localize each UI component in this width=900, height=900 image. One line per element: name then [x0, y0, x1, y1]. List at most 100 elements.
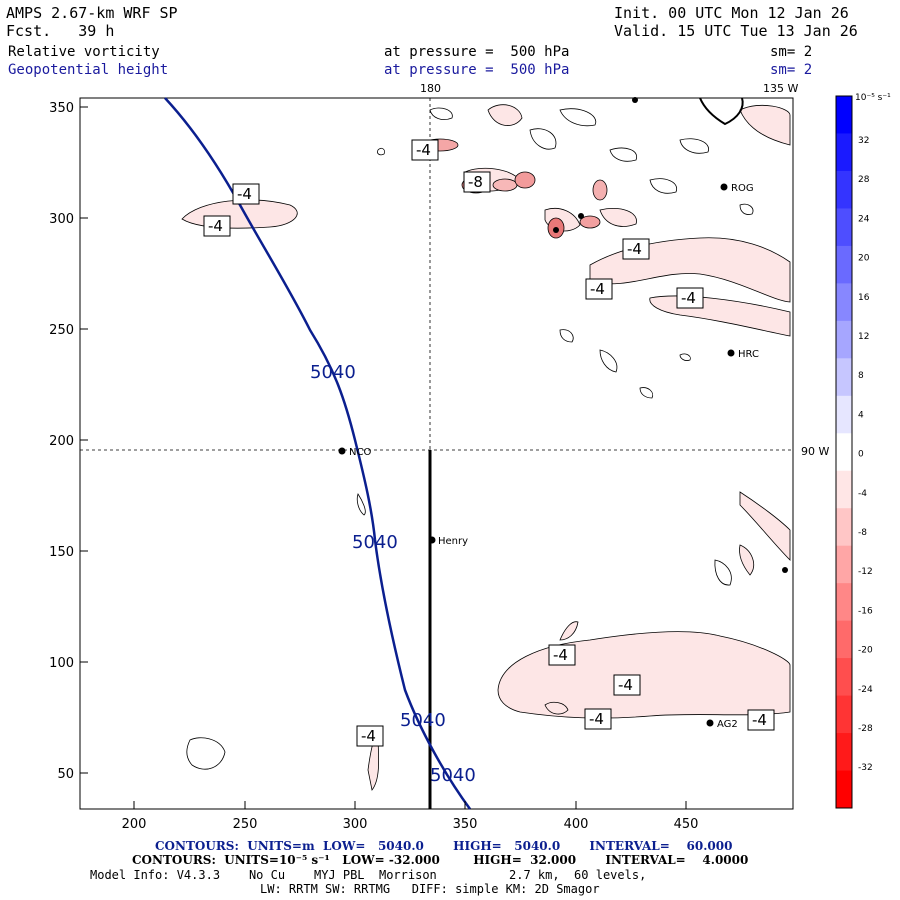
svg-text:-4: -4: [752, 711, 767, 729]
vorticity-label-extra: -4: [356, 725, 384, 747]
x-tick-450: 450: [674, 817, 699, 832]
colorbar-swatch: [836, 770, 852, 809]
valid-time: Valid. 15 UTC Tue 13 Jan 26: [614, 22, 858, 40]
field1-label: Relative vorticity: [8, 44, 160, 60]
svg-text:-4: -4: [589, 710, 604, 728]
y-tick-100: 100: [49, 656, 74, 671]
station-hrc: HRC: [727, 349, 759, 360]
colorbar-swatch: [836, 695, 852, 734]
smooth1-label: sm= 2: [770, 44, 813, 60]
colorbar-label: -32: [858, 763, 873, 773]
y-axis: 350 300 250 200 150 100 50: [49, 101, 88, 782]
colorbar-swatch: [836, 733, 852, 772]
svg-text:-4: -4: [590, 280, 605, 298]
height-label-1: 5040: [310, 362, 356, 383]
height-label-3: 5040: [400, 710, 446, 731]
pressure2-label: at pressure = 500 hPa: [384, 62, 570, 78]
colorbar-label: 28: [858, 175, 870, 185]
lon-180-label: 180: [420, 82, 441, 95]
colorbar-label: 0: [858, 450, 864, 460]
svg-text:Henry: Henry: [438, 536, 468, 547]
colorbar-label: -24: [858, 685, 873, 695]
colorbar-label: -28: [858, 724, 873, 734]
colorbar-swatch: [836, 283, 852, 322]
init-time: Init. 00 UTC Mon 12 Jan 26: [614, 4, 849, 22]
colorbar-label: 4: [858, 410, 864, 420]
colorbar-swatch: [836, 658, 852, 697]
x-tick-350: 350: [453, 817, 478, 832]
colorbar-swatch: [836, 170, 852, 209]
colorbar-label: 32: [858, 136, 869, 146]
station-rog: ROG: [720, 183, 754, 194]
height-label-4: 5040: [430, 765, 476, 786]
vort-label-6: -4: [585, 278, 613, 300]
station-ag2: AG2: [706, 719, 738, 730]
footer-height-contours: CONTOURS: UNITS=m LOW= 5040.0 HIGH= 5040…: [155, 839, 733, 853]
x-tick-300: 300: [343, 817, 368, 832]
y-tick-50: 50: [57, 767, 74, 782]
colorbar-swatch: [836, 470, 852, 509]
svg-text:-4: -4: [208, 217, 223, 235]
colorbar-swatch: [836, 96, 852, 134]
colorbar-label: -16: [858, 606, 873, 616]
svg-text:HRC: HRC: [738, 349, 759, 360]
svg-text:-4: -4: [361, 727, 376, 745]
vort-label-11: -4: [747, 709, 775, 731]
colorbar-swatch: [836, 245, 852, 284]
colorbar: [835, 95, 853, 809]
vort-label-8: -4: [548, 644, 576, 666]
colorbar-swatch: [836, 208, 852, 247]
svg-text:ROG: ROG: [731, 183, 754, 194]
colorbar-swatch: [836, 395, 852, 434]
svg-text:NCO: NCO: [349, 447, 371, 458]
station-henry: Henry: [428, 536, 468, 547]
vort-label-7: -4: [676, 287, 704, 309]
colorbar-label: 16: [858, 293, 870, 303]
colorbar-label: -4: [858, 489, 867, 499]
model-title: AMPS 2.67-km WRF SP: [6, 4, 178, 22]
svg-text:-4: -4: [681, 289, 696, 307]
colorbar-swatch: [836, 133, 852, 172]
colorbar-label: 12: [858, 332, 869, 342]
footer-model-info: Model Info: V4.3.3 No Cu MYJ PBL Morriso…: [90, 868, 647, 882]
footer-physics: LW: RRTM SW: RRTMG DIFF: simple KM: 2D S…: [260, 882, 600, 896]
lon-135w-label: 135 W: [763, 82, 798, 95]
colorbar-label: 24: [858, 214, 870, 224]
x-tick-200: 200: [122, 817, 147, 832]
colorbar-labels: 32 28 24 20 16 12 8 4 0 -4 -8 -12 -16 -20 -24 -28 -32: [858, 136, 873, 773]
vort-label-2: -4: [203, 215, 231, 237]
svg-text:-4: -4: [627, 240, 642, 258]
pressure1-label: at pressure = 500 hPa: [384, 44, 570, 60]
colorbar-swatch: [836, 320, 852, 359]
vort-label-1: -4: [232, 183, 260, 205]
y-tick-300: 300: [49, 212, 74, 227]
svg-text:-4: -4: [416, 141, 431, 159]
station-nco: NCO: [338, 447, 371, 458]
y-tick-200: 200: [49, 434, 74, 449]
svg-text:AG2: AG2: [717, 719, 738, 730]
height-label-2: 5040: [352, 532, 398, 553]
colorbar-swatch: [836, 545, 852, 584]
svg-text:-4: -4: [553, 646, 568, 664]
y-tick-350: 350: [49, 101, 74, 116]
colorbar-label: 8: [858, 371, 864, 381]
height-contour-5040: [164, 97, 472, 810]
vorticity-labels: -4 -4 -4 -8 -4 -4 -4 -4 -4 -4 -4: [203, 139, 775, 731]
smooth2-label: sm= 2: [770, 62, 813, 78]
forecast-hour: Fcst. 39 h: [6, 22, 115, 40]
vort-label-5: -4: [622, 238, 650, 260]
vort-label-10: -4: [584, 708, 612, 730]
coastline: [699, 97, 744, 126]
colorbar-swatch: [836, 508, 852, 547]
colorbar-label: -8: [858, 528, 867, 538]
vort-label-9: -4: [613, 674, 641, 696]
footer-vorticity-contours: CONTOURS: UNITS=10⁻⁵ s⁻¹ LOW= -32.000 HI…: [132, 853, 749, 867]
vort-label-4: -8: [463, 171, 491, 193]
x-tick-400: 400: [564, 817, 589, 832]
svg-text:-8: -8: [468, 173, 483, 191]
x-axis: 200 250 300 350 400 450: [122, 801, 699, 832]
colorbar-units: 10⁻⁵ s⁻¹: [855, 93, 891, 103]
colorbar-label: -20: [858, 646, 873, 656]
vorticity-shading: [181, 104, 791, 791]
